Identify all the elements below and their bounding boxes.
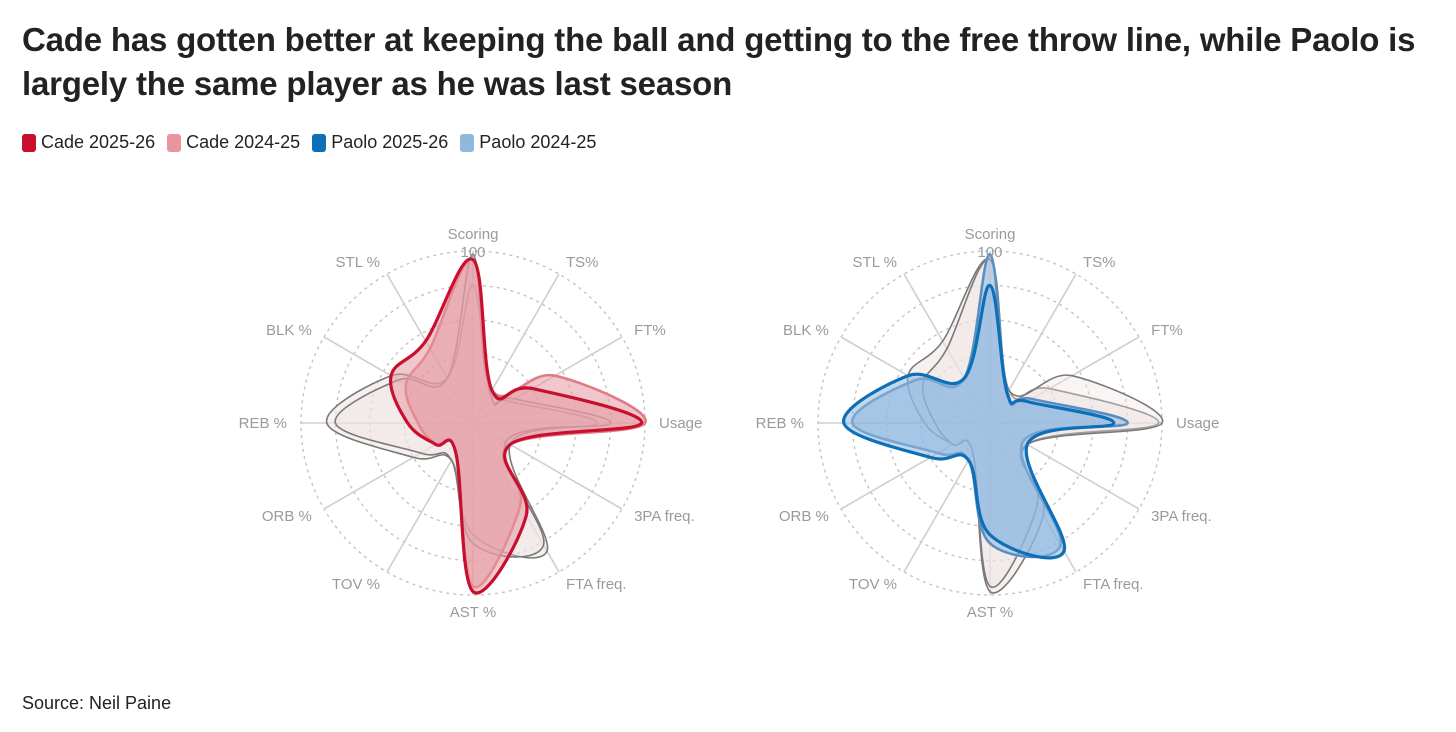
axis-label: Scoring [965, 226, 1016, 243]
axis-label: AST % [967, 604, 1013, 621]
legend-item-cade-2024-25[interactable]: Cade 2024-25 [167, 132, 300, 153]
axis-label: TOV % [332, 576, 380, 593]
legend-swatch [312, 133, 327, 152]
axis-label: TOV % [849, 576, 897, 593]
axis-label: BLK % [266, 322, 312, 339]
legend-label: Paolo 2025-26 [331, 132, 449, 152]
legend-label: Cade 2024-25 [186, 132, 301, 152]
legend-item-paolo-2025-26[interactable]: Paolo 2025-26 [312, 132, 448, 153]
scale-max-label: 100 [977, 244, 1002, 261]
axis-label: FTA freq. [1083, 576, 1144, 593]
axis-label: 3PA freq. [1151, 508, 1212, 525]
legend-swatch [167, 133, 182, 152]
axis-label: ORB % [262, 508, 312, 525]
legend: Cade 2025-26 Cade 2024-25 Paolo 2025-26 … [22, 132, 596, 153]
axis-label: REB % [239, 415, 287, 432]
axis-label: Usage [1176, 415, 1219, 432]
radar-chart-cade: Scoring TS% FT% Usage 3PA freq. FTA freq. AST … [239, 205, 703, 645]
scale-max-label: 100 [460, 244, 485, 261]
axis-label: TS% [1083, 254, 1116, 271]
radar-svg-cade: Scoring TS% FT% Usage 3PA freq. FTA freq. AST … [239, 226, 703, 621]
axis-label: BLK % [783, 322, 829, 339]
radar-svg-paolo: Scoring TS% FT% Usage 3PA freq. FTA freq. AST … [756, 226, 1220, 621]
axis-label: ORB % [779, 508, 829, 525]
legend-label: Cade 2025-26 [41, 132, 156, 152]
legend-label: Paolo 2024-25 [479, 132, 597, 152]
source-note: Source: Neil Paine [22, 693, 172, 713]
axis-label: STL % [336, 254, 380, 271]
legend-swatch [22, 133, 36, 152]
axis-label: FTA freq. [566, 576, 627, 593]
series-area-paolo-2025-26 [842, 283, 1116, 560]
axis-label: STL % [853, 254, 897, 271]
axis-label: Usage [659, 415, 702, 432]
axis-label: TS% [566, 254, 599, 271]
axis-label: FT% [1151, 322, 1183, 339]
axis-label: 3PA freq. [634, 508, 695, 525]
axis-label: REB % [756, 415, 804, 432]
chart-title: Cade has gotten better at keeping the ba… [22, 21, 1416, 102]
series-area-cade-2025-26 [388, 257, 644, 595]
axis-label: FT% [634, 322, 666, 339]
axis-label: Scoring [448, 226, 499, 243]
legend-swatch [460, 133, 475, 152]
legend-item-cade-2025-26[interactable]: Cade 2025-26 [22, 132, 155, 153]
axis-label: AST % [450, 604, 496, 621]
radar-chart-paolo: Scoring TS% FT% Usage 3PA freq. FTA freq. AST … [756, 205, 1220, 645]
legend-item-paolo-2024-25[interactable]: Paolo 2024-25 [460, 132, 596, 153]
